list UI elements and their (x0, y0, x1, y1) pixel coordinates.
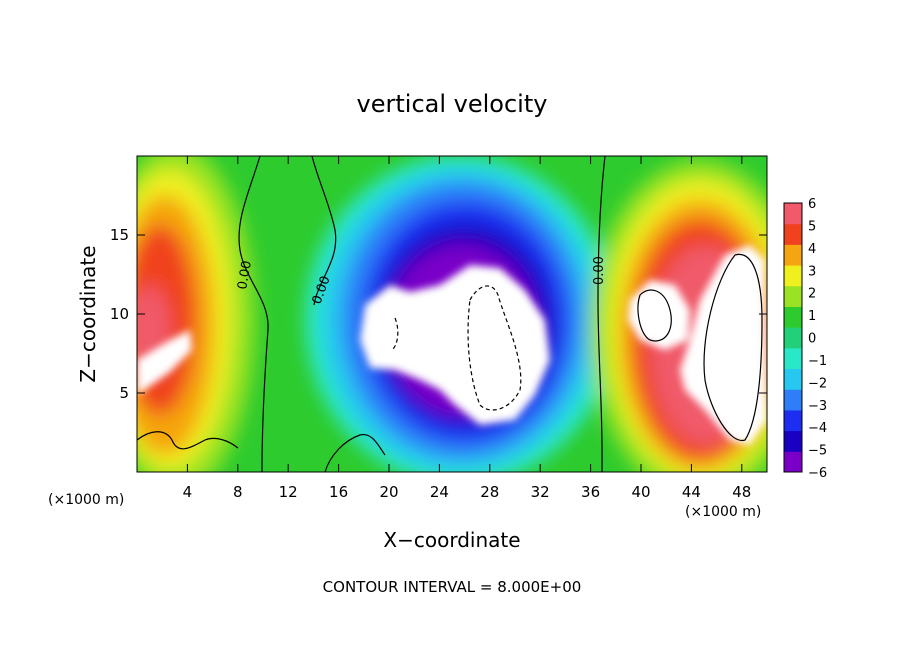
colorbar-tick-label: −2 (808, 376, 827, 391)
x-tick-label: 20 (379, 483, 398, 501)
colorbar-tick-label: 2 (808, 287, 816, 302)
colorbar: 6 5 4 3 2 1 0 −1 −2 −3 −4 −5 −6 (783, 197, 827, 481)
colorbar-swatch (784, 368, 802, 390)
colorbar-frame (783, 202, 803, 473)
x-tick-label: 8 (233, 483, 243, 501)
x-tick-label: 32 (531, 483, 550, 501)
colorbar-tick-label: 1 (808, 309, 816, 324)
colorbar-swatch (784, 223, 802, 245)
colorbar-swatch (784, 244, 802, 266)
colorbar-tick-label: −4 (808, 421, 827, 436)
contour-interval-note: CONTOUR INTERVAL = 8.000E+00 (323, 578, 582, 596)
colorbar-tick-label: 6 (808, 197, 816, 212)
colorbar-swatch (784, 409, 802, 432)
colorbar-tick-label: −1 (808, 354, 827, 369)
contour-label: 0.00 (235, 260, 255, 291)
x-tick-label: 48 (732, 483, 751, 501)
colorbar-swatch (784, 203, 802, 225)
field-cores (137, 245, 767, 445)
colorbar-tick-label: 5 (808, 219, 816, 234)
colorbar-swatch (784, 451, 802, 473)
colorbar-swatch (784, 265, 802, 287)
contour-zero-left (238, 156, 269, 472)
x-tick-label: 4 (183, 483, 193, 501)
x-tick-label: 16 (329, 483, 348, 501)
colorbar-tick-label: −5 (808, 444, 827, 459)
contour-right-a (637, 289, 672, 342)
right-core-white-b (680, 245, 767, 445)
x-tick-label: 12 (279, 483, 298, 501)
contour-lines (137, 156, 763, 472)
colorbar-tick-label: 0 (808, 332, 816, 347)
colorbar-swatch (784, 430, 802, 452)
x-axis-label: X−coordinate (383, 528, 520, 552)
contour-mid-bottom (324, 433, 386, 472)
colorbar-swatch (784, 389, 802, 411)
x-tick-label: 28 (480, 483, 499, 501)
colorbar-swatch (784, 347, 802, 370)
contour-core-b (467, 285, 522, 411)
contour-zero-mid (311, 156, 337, 306)
y-axis-ticks: 5 10 15 (110, 226, 767, 402)
contour-label: 0.00 (592, 256, 607, 285)
left-core-white (137, 330, 192, 395)
colorbar-tick-label: −3 (808, 399, 827, 414)
x-unit-left: (×1000 m) (48, 492, 124, 508)
colorbar-swatch (784, 327, 802, 349)
x-axis-ticks: 4 8 12 16 20 24 28 32 36 40 44 48 (183, 156, 751, 501)
y-tick-label: 15 (110, 226, 129, 244)
colorbar-tick-label: −6 (808, 466, 827, 481)
contour-zero-right (597, 156, 606, 472)
chart-title: vertical velocity (357, 90, 548, 118)
y-axis-label: Z−coordinate (76, 245, 100, 382)
x-tick-label: 24 (430, 483, 449, 501)
x-tick-label: 44 (682, 483, 701, 501)
colorbar-swatch (784, 306, 802, 328)
colorbar-tick-label: 3 (808, 264, 816, 279)
colorbar-swatch (784, 285, 802, 307)
y-tick-label: 5 (119, 384, 129, 402)
contour-core-a (391, 317, 399, 351)
x-tick-label: 40 (631, 483, 650, 501)
contour-left-bottom (137, 431, 239, 450)
contour-right-b (703, 253, 763, 441)
x-tick-label: 36 (581, 483, 600, 501)
heatmap-field: 0.00 0.00 0.00 (137, 156, 767, 472)
x-unit-right: (×1000 m) (685, 504, 761, 520)
downdraft-core-white (360, 265, 550, 425)
y-tick-label: 10 (110, 305, 129, 323)
colorbar-tick-label: 4 (808, 242, 816, 257)
